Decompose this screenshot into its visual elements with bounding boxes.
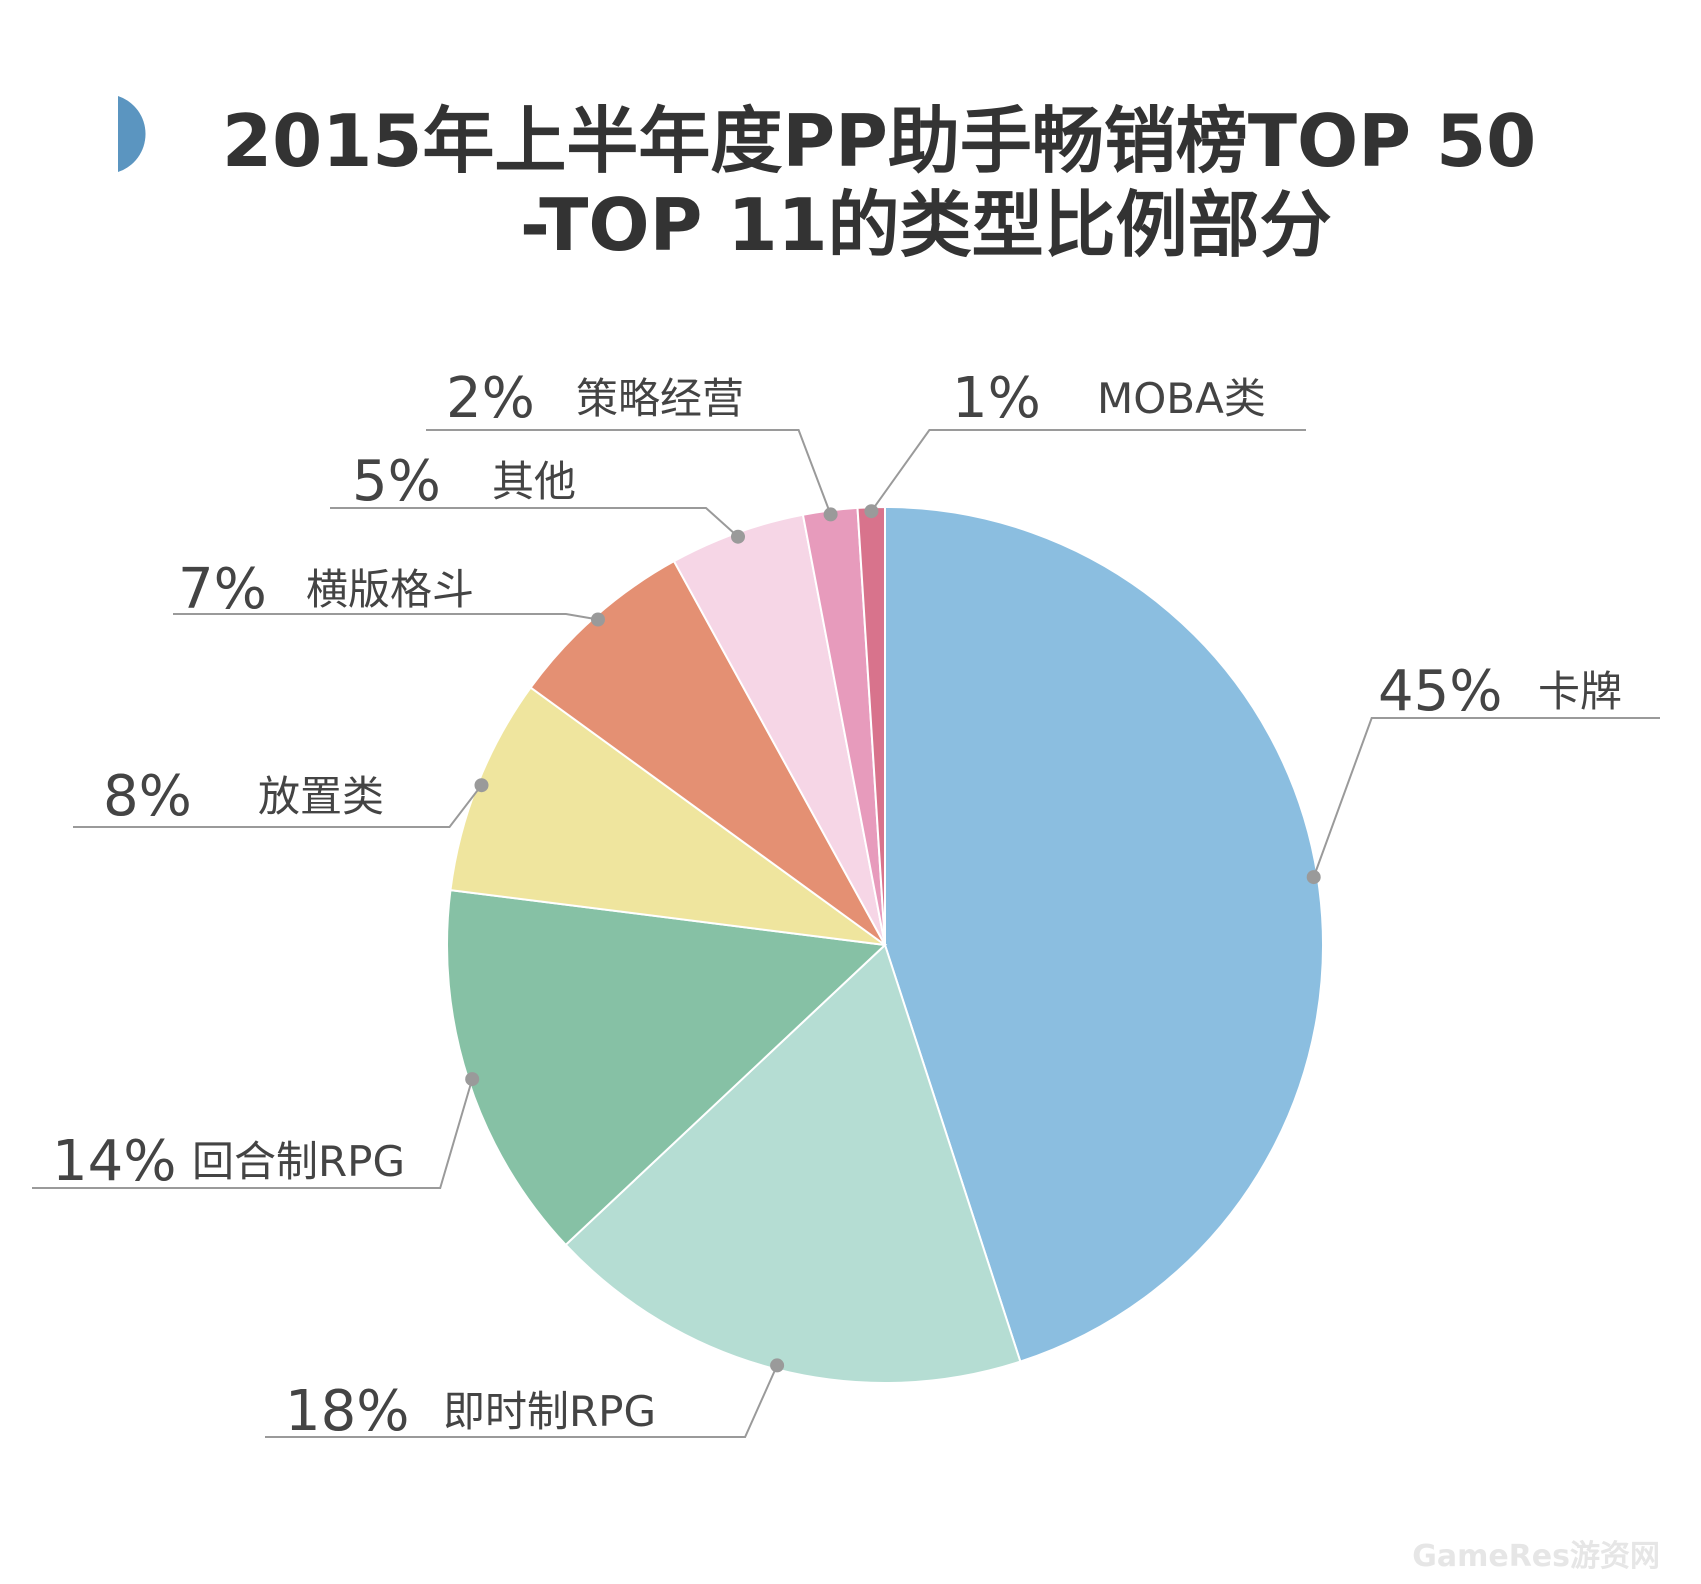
slice-category-label-4: 放置类 [258,772,384,821]
slice-percent-label-2: 18% [285,1379,409,1444]
leader-line-8 [870,429,1306,512]
slice-category-label-2: 即时制RPG [443,1387,656,1436]
leader-line-7 [426,429,832,515]
leader-dot-4 [474,778,489,793]
leader-line-5 [173,613,599,621]
leader-lines [32,429,1660,1438]
leader-dot-5 [591,612,605,627]
slice-percent-label-8: 1% [952,366,1041,431]
slice-category-label-1: 卡牌 [1538,667,1622,716]
chart-subtitle: -TOP 11的类型比例部分 [520,183,1332,267]
leader-dot-8 [864,504,879,519]
leader-line-1 [1312,717,1660,878]
slice-category-label-3: 回合制RPG [192,1137,405,1186]
slice-labels: 45% 卡牌 18% 即时制RPG 14% 回合制RPG 8% 放置类 7% 横版格斗 5% 其他 2%… [52,366,1622,1444]
pie-slices [446,505,1324,1384]
slice-percent-label-3: 14% [52,1129,176,1194]
leader-dot-7 [823,507,838,522]
slice-category-label-6: 其他 [492,457,576,506]
leader-line-3 [32,1078,474,1189]
slice-percent-label-1: 45% [1378,659,1502,724]
watermark: GameRes游资网 [1412,1539,1660,1574]
slice-percent-label-6: 5% [352,449,441,514]
slice-percent-label-4: 8% [103,764,192,829]
slice-percent-label-7: 2% [446,366,535,431]
leader-line-4 [73,784,483,828]
title-marker-icon [118,96,146,172]
leader-line-2 [265,1364,779,1438]
leader-dot-3 [465,1072,480,1087]
slice-category-label-8: MOBA类 [1097,374,1266,423]
slice-category-label-5: 横版格斗 [306,565,474,614]
chart-title: 2015年上半年度PP助手畅销榜TOP 50 [222,99,1536,183]
slice-category-label-7: 策略经营 [576,374,744,423]
leader-dot-1 [1306,870,1321,885]
slice-percent-label-5: 7% [178,557,267,622]
leader-dot-2 [770,1358,785,1373]
leader-dot-6 [731,529,745,544]
leader-line-6 [330,507,739,538]
chart-header: 2015年上半年度PP助手畅销榜TOP 50 -TOP 11的类型比例部分 [118,96,1536,267]
